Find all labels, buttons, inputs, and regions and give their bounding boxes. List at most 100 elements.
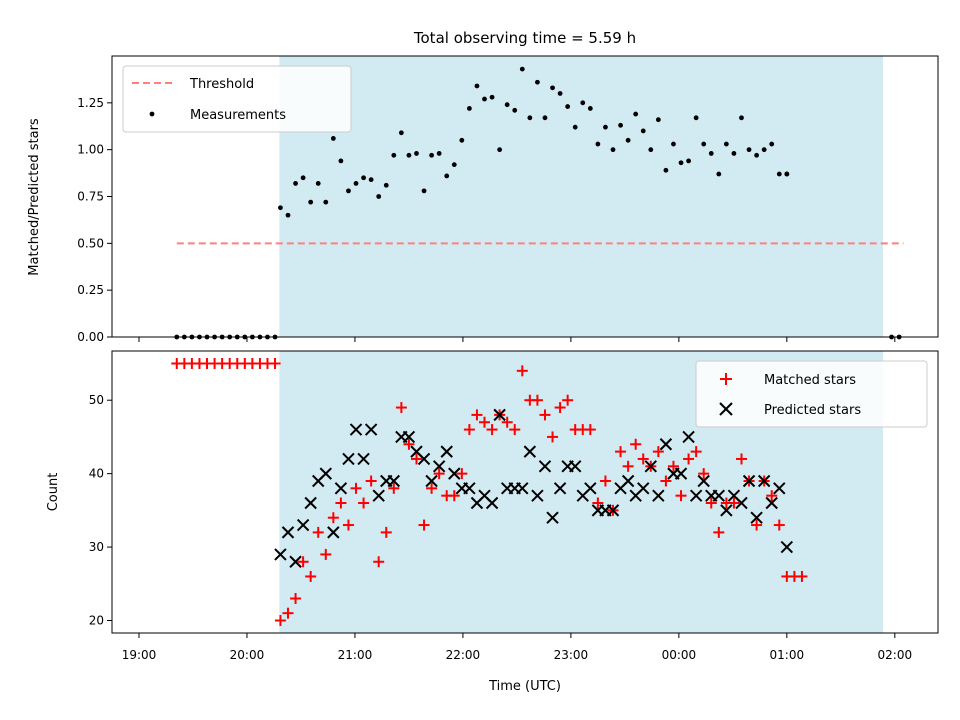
predicted-star-stroke-b	[637, 482, 650, 495]
measurement-point	[361, 175, 366, 181]
predicted-star-stroke-b	[689, 489, 703, 502]
measurement-point	[542, 115, 548, 121]
legend-measurements-swatch	[149, 111, 155, 117]
predicted-star-stroke-b	[342, 452, 355, 466]
predicted-star-point	[342, 452, 355, 466]
predicted-star-stroke-b	[387, 474, 401, 488]
predicted-star-point	[440, 445, 453, 458]
top-y-ticks: 0.00 0.25 0.50 0.75 1.00 1.25	[77, 96, 112, 344]
bottom-panel: 20 30 40 50 19:00 20:00 21:00 22:00 23:00 00:00 0…	[46, 350, 939, 694]
measurement-point	[300, 175, 306, 181]
predicted-star-stroke-b	[750, 511, 763, 524]
measurement-point	[459, 137, 465, 143]
measurement-point	[398, 130, 404, 136]
matched-star-point	[705, 497, 717, 509]
matched-star-point	[426, 482, 438, 494]
matched-star-point	[509, 424, 521, 436]
matched-star-point	[448, 490, 460, 502]
bottom-x-ticks: 19:00 20:00 21:00 22:00 23:00 00:00 01:00 02:00	[122, 633, 912, 662]
bottom-xtick-label: 19:00	[122, 648, 157, 662]
matched-star-point	[486, 424, 498, 436]
predicted-star-point	[402, 430, 416, 444]
matched-star-point	[403, 438, 415, 450]
predicted-star-point	[659, 438, 673, 451]
predicted-star-stroke-b	[652, 489, 665, 502]
measurement-point	[625, 137, 631, 143]
measurement-point	[671, 141, 676, 147]
matched-star-point	[418, 519, 430, 531]
matched-star-point	[380, 526, 392, 538]
predicted-star-stroke-b	[674, 467, 688, 480]
predicted-star-stroke-b	[553, 482, 567, 495]
bottom-y-axis-label: Count	[46, 473, 61, 512]
measurement-point	[338, 158, 344, 164]
measurement-point	[474, 83, 480, 89]
matched-star-point	[690, 446, 702, 458]
bottom-ytick-label: 20	[89, 614, 104, 628]
predicted-star-point	[531, 489, 544, 502]
predicted-star-stroke-b	[773, 482, 786, 495]
predicted-star-stroke-b	[523, 445, 537, 458]
measurement-point	[489, 94, 495, 100]
predicted-star-point	[674, 467, 688, 480]
matched-star-point	[713, 526, 725, 538]
measurement-point	[595, 141, 601, 147]
bottom-y-ticks: 20 30 40 50	[89, 393, 112, 628]
measurement-point	[716, 171, 722, 177]
predicted-star-stroke-b	[584, 482, 597, 495]
measurement-point	[663, 167, 669, 173]
matched-star-point	[630, 438, 642, 450]
top-y-axis-label: Matched/Predicted stars	[27, 118, 42, 276]
matched-star-point	[675, 490, 687, 502]
predicted-star-stroke-b	[327, 526, 340, 539]
predicted-star-stroke-b	[659, 438, 673, 451]
measurement-point	[451, 162, 457, 168]
predicted-star-point	[425, 474, 438, 488]
measurement-point	[278, 205, 283, 211]
measurement-point	[421, 188, 427, 194]
observing-window-band	[279, 56, 883, 337]
predicted-star-point	[637, 482, 650, 495]
matched-star-point	[547, 431, 559, 443]
predicted-star-point	[334, 482, 348, 495]
predicted-star-stroke-b	[765, 496, 778, 510]
legend-threshold-label: Threshold	[189, 77, 254, 92]
predicted-star-stroke-b	[410, 445, 423, 458]
predicted-star-stroke-b	[448, 467, 461, 480]
measurement-point	[633, 111, 639, 117]
matched-star-point	[297, 556, 309, 568]
predicted-star-stroke-b	[735, 496, 748, 510]
matched-star-point	[766, 490, 778, 502]
predicted-star-point	[712, 489, 726, 502]
measurement-point	[731, 151, 737, 156]
measurement-point	[769, 141, 775, 147]
predicted-star-stroke-b	[357, 452, 370, 466]
bottom-xtick-label: 20:00	[230, 648, 265, 662]
top-ytick-label: 1.00	[77, 143, 104, 157]
predicted-star-point	[553, 482, 567, 495]
predicted-star-point	[652, 489, 665, 502]
matched-star-point	[463, 424, 475, 436]
matched-star-point	[471, 409, 483, 421]
predicted-star-stroke-b	[531, 489, 544, 502]
predicted-star-stroke-b	[697, 474, 710, 488]
predicted-star-stroke-b	[425, 474, 438, 488]
measurement-point	[572, 124, 578, 130]
measurement-point	[535, 79, 540, 85]
bottom-legend-box	[695, 360, 928, 428]
predicted-star-point	[780, 540, 794, 554]
matched-star-point	[327, 512, 339, 524]
top-legend: Threshold Measurements	[122, 65, 352, 133]
matched-star-point	[320, 548, 332, 560]
measurement-point	[739, 115, 744, 121]
measurement-point	[550, 85, 555, 91]
matched-star-point	[269, 357, 281, 369]
matched-star-point	[456, 468, 468, 480]
matched-star-point	[342, 519, 354, 531]
measurement-point	[285, 212, 291, 218]
legend-predicted-swatch	[719, 402, 733, 416]
bottom-ytick-label: 50	[89, 393, 104, 407]
measurement-point	[618, 122, 623, 128]
matched-star-point	[350, 482, 362, 494]
